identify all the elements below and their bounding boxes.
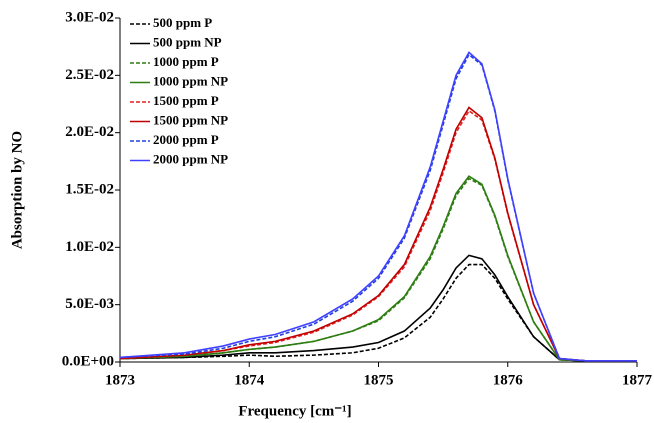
- x-tick-label: 1877: [622, 372, 653, 388]
- x-tick-label: 1874: [234, 372, 265, 388]
- x-tick-label: 1873: [105, 372, 135, 388]
- legend-label: 500 ppm P: [153, 15, 212, 30]
- legend-label: 2000 ppm P: [153, 132, 219, 147]
- legend-label: 1500 ppm P: [153, 93, 219, 108]
- y-tick-label: 1.5E-02: [65, 181, 114, 197]
- series-line: [119, 51, 637, 362]
- y-tick-label: 1.0E-02: [65, 239, 114, 255]
- y-tick-label: 0.0E+00: [62, 353, 114, 369]
- legend-label: 1000 ppm P: [153, 54, 219, 69]
- series-line: [119, 254, 637, 362]
- y-axis-label: Absorption by NO: [9, 131, 25, 249]
- x-axis-label: Frequency [cm⁻¹]: [238, 403, 351, 419]
- series-line: [119, 106, 637, 362]
- legend-label: 500 ppm NP: [153, 34, 222, 49]
- y-tick-label: 2.5E-02: [65, 67, 114, 83]
- series-line: [119, 109, 637, 362]
- series-line: [119, 177, 637, 362]
- y-tick-label: 5.0E-03: [65, 296, 114, 312]
- x-tick-label: 1875: [364, 372, 394, 388]
- legend-label: 1000 ppm NP: [153, 73, 228, 88]
- y-tick-label: 2.0E-02: [65, 124, 114, 140]
- y-tick-label: 3.0E-02: [65, 9, 114, 25]
- x-tick-label: 1876: [493, 372, 524, 388]
- legend-label: 2000 ppm NP: [153, 151, 228, 166]
- legend-label: 1500 ppm NP: [153, 112, 228, 127]
- series-line: [119, 175, 637, 362]
